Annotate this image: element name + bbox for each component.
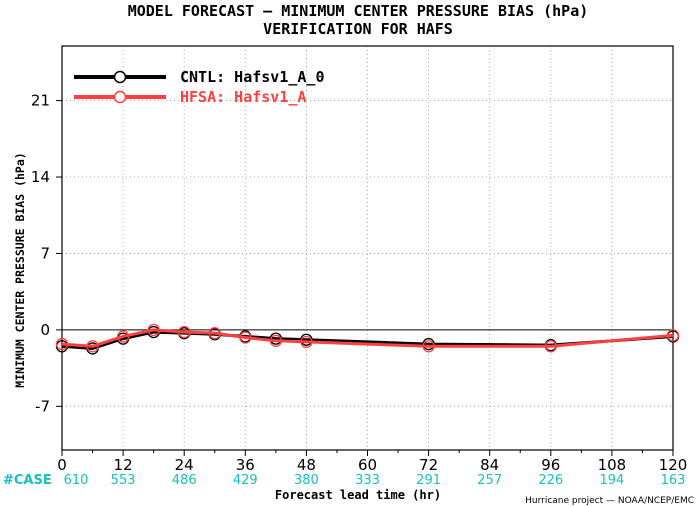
y-tick-label: -7 [35,397,50,415]
case-count: 429 [233,473,258,488]
chart-subtitle: VERIFICATION FOR HAFS [263,20,453,38]
data-point [300,335,313,349]
x-tick-label: 84 [480,456,499,474]
series [55,323,680,355]
data-point [544,340,557,353]
data-point [422,340,435,353]
data-point [208,327,221,340]
x-tick-label: 36 [236,456,255,474]
case-count: 194 [599,473,624,488]
credit-text: Hurricane project — NOAA/NCEP/EMC [525,496,694,506]
case-count: 610 [64,473,89,488]
data-point [147,323,160,337]
case-count: 380 [294,473,319,488]
case-count: 553 [111,473,136,488]
y-tick-label: 0 [40,321,50,339]
chart-title: MODEL FORECAST — MINIMUM CENTER PRESSURE… [128,2,589,20]
data-point [239,331,252,344]
x-tick-label: 48 [297,456,316,474]
x-tick-label: 120 [659,456,688,474]
data-point [269,334,283,347]
case-count: 291 [416,473,441,488]
legend-label: CNTL: Hafsv1_A_0 [180,68,325,86]
grid [62,46,673,450]
y-tick-label: 21 [31,92,50,110]
case-count: 333 [355,473,380,488]
case-count: 163 [661,473,686,488]
data-point [86,340,99,353]
x-tick-label: 96 [541,456,560,474]
x-tick-label: 24 [175,456,194,474]
case-count-label: #CASE [3,473,52,488]
case-count: 257 [477,473,502,488]
legend: CNTL: Hafsv1_A_0 HFSA: Hafsv1_A [74,68,325,106]
x-tick-label: 60 [358,456,377,474]
y-axis-label: MINIMUM CENTER PRESSURE BIAS (hPa) [13,152,27,387]
legend-label: HFSA: Hafsv1_A [180,88,306,106]
x-axis-label: Forecast lead time (hr) [275,488,441,502]
x-tick-label: 12 [114,456,133,474]
data-point [666,329,680,342]
y-tick-label: 7 [40,244,50,262]
data-point [116,330,130,343]
x-tick-label: 108 [598,456,627,474]
x-tick-label: 72 [419,456,438,474]
case-count: 226 [538,473,563,488]
legend-marker [113,90,127,104]
case-count: 486 [172,473,197,488]
legend-marker [113,70,127,84]
y-tick-label: 14 [31,168,50,186]
data-point [178,325,191,339]
axes: 0 12 24 36 48 60 72 84 96 108 120 -7 0 7 14 21 610 553 486… [31,45,688,488]
data-point [55,337,69,351]
x-tick-label: 0 [57,456,67,474]
